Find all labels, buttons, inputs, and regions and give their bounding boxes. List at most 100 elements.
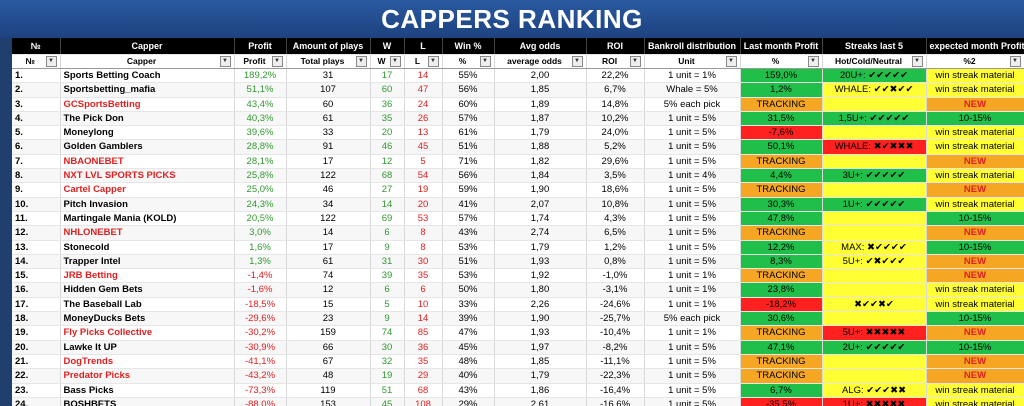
table-row[interactable]: 2. Sportsbetting_mafia 51,1% 107 60 47 56% 1,85… xyxy=(12,82,1024,98)
filter-dropdown-icon[interactable]: ▼ xyxy=(725,56,737,67)
filter-dropdown-icon[interactable]: ▼ xyxy=(629,56,641,67)
cell-w: 12 xyxy=(370,154,405,170)
filter-header[interactable]: L ▼ xyxy=(404,54,443,69)
cell-name: Sports Betting Coach xyxy=(60,68,235,84)
filter-header[interactable]: Hot/Cold/Neutral ▼ xyxy=(822,54,927,69)
filter-header[interactable]: Profit ▼ xyxy=(234,54,287,69)
table-row[interactable]: 11. Martingale Mania (KOLD) 20,5% 122 69 53 57… xyxy=(12,211,1024,227)
filter-dropdown-icon[interactable]: ▼ xyxy=(389,56,401,67)
cell-l: 6 xyxy=(404,282,443,298)
cell-plays: 159 xyxy=(286,325,371,341)
cell-unit: 1 unit = 4% xyxy=(644,168,741,184)
cell-streak: ✖✔✔✖✔ xyxy=(822,297,927,313)
table-body: 1. Sports Betting Coach 189,2% 31 17 14 55% 2,0… xyxy=(12,68,1024,406)
cell-l: 54 xyxy=(404,168,443,184)
cell-odds: 1,79 xyxy=(494,125,587,141)
cell-unit: 1 unit = 5% xyxy=(644,211,741,227)
table-row[interactable]: 7. NBAONEBET 28,1% 17 12 5 71% 1,82 29,6% 1 unit … xyxy=(12,154,1024,170)
table-row[interactable]: 10. Pitch Invasion 24,3% 34 14 20 41% 2,07 10,8%… xyxy=(12,197,1024,212)
cell-exp: NEW xyxy=(926,354,1024,370)
filter-row: № ▼ Capper ▼ Profit ▼ Total plays ▼ W ▼ L ▼% ▼ averag… xyxy=(12,54,1024,69)
table-row[interactable]: 14. Trapper Intel 1,3% 61 31 30 51% 1,93 0,8% 1 u… xyxy=(12,254,1024,270)
filter-dropdown-icon[interactable]: ▼ xyxy=(271,56,283,67)
table-row[interactable]: 12. NHLONEBET 3,0% 14 6 8 43% 2,74 6,5% 1 unit = … xyxy=(12,225,1024,241)
cell-name: Trapper Intel xyxy=(60,254,235,270)
table-row[interactable]: 8. NXT LVL SPORTS PICKS 25,8% 122 68 54 56% 1,8… xyxy=(12,168,1024,184)
cell-exp: win streak material xyxy=(926,197,1024,212)
table-row[interactable]: 9. Cartel Capper 25,0% 46 27 19 59% 1,90 18,6% 1 … xyxy=(12,182,1024,198)
cell-exp: 10-15% xyxy=(926,240,1024,255)
filter-header[interactable]: average odds ▼ xyxy=(494,54,587,69)
filter-label: Total plays xyxy=(300,56,345,66)
table-row[interactable]: 3. GCSportsBetting 43,4% 60 36 24 60% 1,89 14,8%… xyxy=(12,97,1024,112)
filter-header[interactable]: Unit ▼ xyxy=(644,54,741,69)
cell-exp: win streak material xyxy=(926,82,1024,98)
cell-profit: 20,5% xyxy=(234,211,287,227)
table-row[interactable]: 15. JRB Betting -1,4% 74 39 35 53% 1,92 -1,0% 1 u… xyxy=(12,268,1024,284)
filter-header[interactable]: %2 ▼ xyxy=(926,54,1024,69)
filter-header[interactable]: W ▼ xyxy=(370,54,405,69)
filter-label: Profit xyxy=(243,56,266,66)
filter-header[interactable]: % ▼ xyxy=(442,54,495,69)
table-row[interactable]: 13. Stonecold 1,6% 17 9 8 53% 1,79 1,2% 1 unit = … xyxy=(12,240,1024,255)
cell-last: 47,8% xyxy=(740,211,823,227)
table-row[interactable]: 6. Golden Gamblers 28,8% 91 46 45 51% 1,88 5,2% 1… xyxy=(12,139,1024,155)
table-row[interactable]: 22. Predator Picks -43,2% 48 19 29 40% 1,79 -22,… xyxy=(12,368,1024,384)
filter-header[interactable]: ROI ▼ xyxy=(586,54,645,69)
table-row[interactable]: 20. Lawke It UP -30,9% 66 30 36 45% 1,97 -8,2% 1 … xyxy=(12,340,1024,355)
filter-header[interactable]: % ▼ xyxy=(740,54,823,69)
cell-exp: win streak material xyxy=(926,282,1024,298)
table-row[interactable]: 5. Moneylong 39,6% 33 20 13 61% 1,79 24,0% 1 unit… xyxy=(12,125,1024,141)
cell-n: 12. xyxy=(12,225,61,241)
cell-roi: 4,3% xyxy=(586,211,645,227)
table-row[interactable]: 18. MoneyDucks Bets -29,6% 23 9 14 39% 1,90 -25,… xyxy=(12,311,1024,327)
filter-header[interactable]: Capper ▼ xyxy=(60,54,235,69)
filter-dropdown-icon[interactable]: ▼ xyxy=(911,56,923,67)
cell-last: -18,2% xyxy=(740,297,823,313)
cell-last: TRACKING xyxy=(740,97,823,112)
filter-dropdown-icon[interactable]: ▼ xyxy=(219,56,231,67)
table-row[interactable]: 16. Hidden Gem Bets -1,6% 12 6 6 50% 1,80 -3,1% 1… xyxy=(12,282,1024,298)
cell-roi: 0,8% xyxy=(586,254,645,270)
cell-w: 68 xyxy=(370,168,405,184)
cell-w: 31 xyxy=(370,254,405,270)
filter-dropdown-icon[interactable]: ▼ xyxy=(45,56,57,67)
filter-dropdown-icon[interactable]: ▼ xyxy=(427,56,439,67)
table-row[interactable]: 17. The Baseball Lab -18,5% 15 5 10 33% 2,26 -24… xyxy=(12,297,1024,313)
cell-name: Predator Picks xyxy=(60,368,235,384)
cell-l: 30 xyxy=(404,254,443,270)
filter-dropdown-icon[interactable]: ▼ xyxy=(571,56,583,67)
column-header: ROI xyxy=(586,38,645,55)
cell-last: TRACKING xyxy=(740,154,823,170)
filter-label: % xyxy=(771,56,780,66)
cell-exp: 10-15% xyxy=(926,211,1024,227)
table-row[interactable]: 24. BOSHBETS -88,0% 153 45 108 29% 2,61 -16,6% 1 … xyxy=(12,397,1024,406)
filter-dropdown-icon[interactable]: ▼ xyxy=(807,56,819,67)
cell-streak xyxy=(822,354,927,370)
cell-last: 159,0% xyxy=(740,68,823,84)
filter-dropdown-icon[interactable]: ▼ xyxy=(1009,56,1021,67)
cell-roi: 10,2% xyxy=(586,111,645,127)
filter-dropdown-icon[interactable]: ▼ xyxy=(355,56,367,67)
cell-name: MoneyDucks Bets xyxy=(60,311,235,327)
cell-odds: 1,88 xyxy=(494,139,587,155)
table-row[interactable]: 4. The Pick Don 40,3% 61 35 26 57% 1,87 10,2% 1 u… xyxy=(12,111,1024,127)
filter-header[interactable]: № ▼ xyxy=(12,54,61,69)
cell-n: 24. xyxy=(12,397,61,406)
cell-profit: -88,0% xyxy=(234,397,287,406)
filter-dropdown-icon[interactable]: ▼ xyxy=(479,56,491,67)
table-row[interactable]: 1. Sports Betting Coach 189,2% 31 17 14 55% 2,0… xyxy=(12,68,1024,84)
cell-last: -35,5% xyxy=(740,397,823,406)
cell-unit: 1 unit = 1% xyxy=(644,268,741,284)
cell-profit: -18,5% xyxy=(234,297,287,313)
cell-exp: NEW xyxy=(926,325,1024,341)
column-header: Amount of plays xyxy=(286,38,371,55)
cell-l: 45 xyxy=(404,139,443,155)
filter-header[interactable]: Total plays ▼ xyxy=(286,54,371,69)
table-row[interactable]: 19. Fly Picks Collective -30,2% 159 74 85 47% 1… xyxy=(12,325,1024,341)
table-row[interactable]: 23. Bass Picks -73,3% 119 51 68 43% 1,86 -16,4% 1… xyxy=(12,383,1024,398)
cell-profit: 25,8% xyxy=(234,168,287,184)
table-row[interactable]: 21. DogTrends -41,1% 67 32 35 48% 1,85 -11,1% 1 u… xyxy=(12,354,1024,370)
cell-roi: -8,2% xyxy=(586,340,645,355)
cell-streak: 1U+: ✖✖✖✖✖ xyxy=(822,397,927,406)
